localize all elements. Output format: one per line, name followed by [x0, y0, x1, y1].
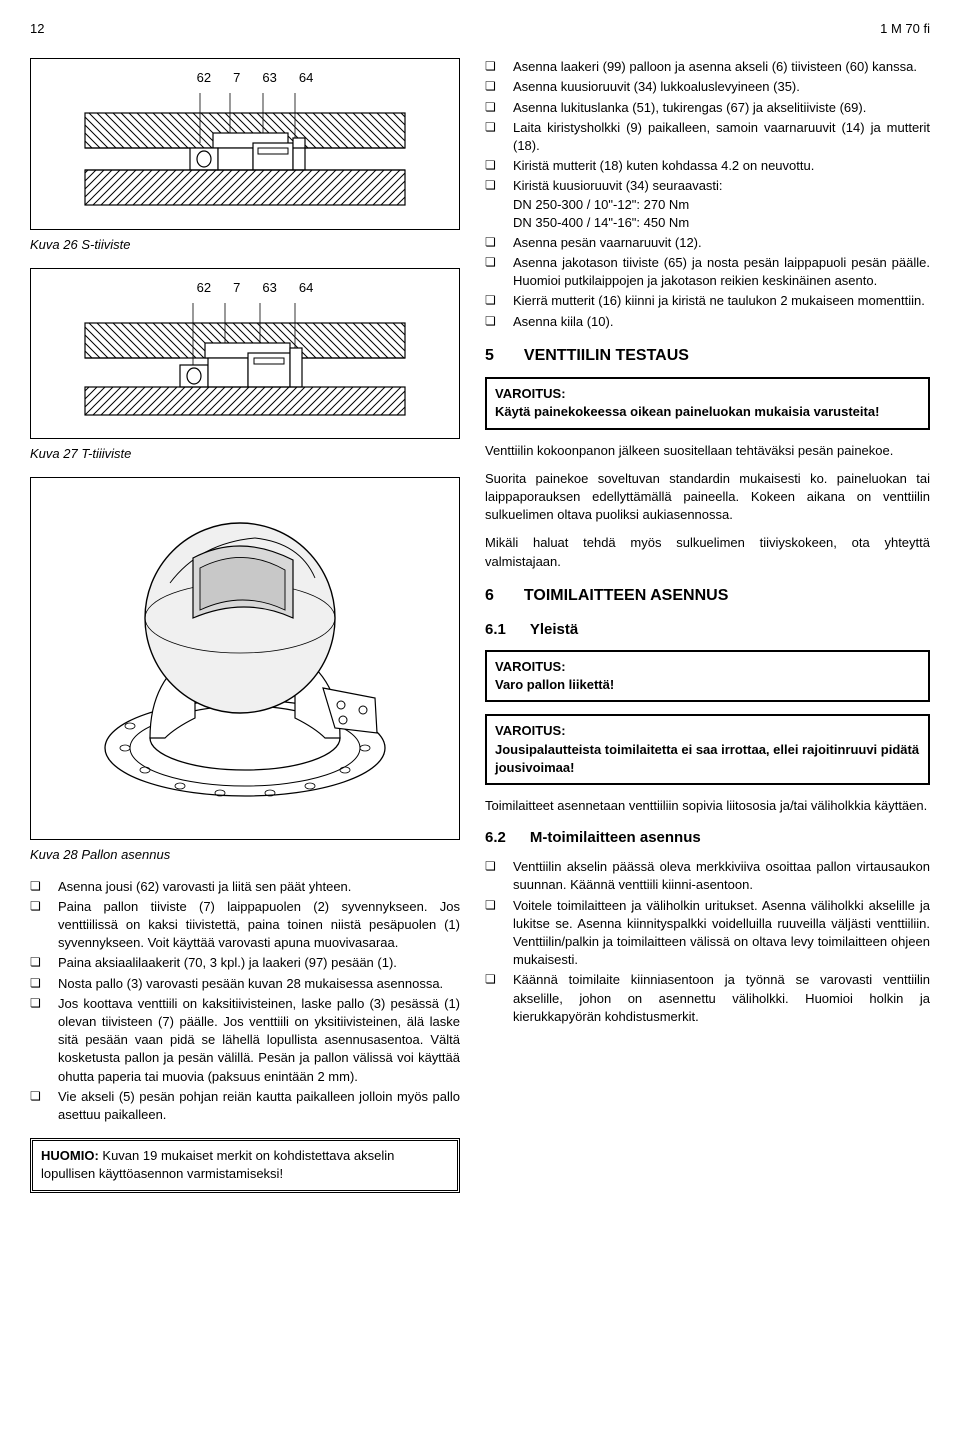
t-seal-drawing	[41, 303, 449, 418]
page-number: 12	[30, 20, 44, 38]
fig27-label: 7	[233, 279, 240, 297]
figure-28-caption: Kuva 28 Pallon asennus	[30, 846, 460, 864]
warning-box-1: VAROITUS: Käytä painekokeessa oikean pai…	[485, 377, 930, 429]
figure-26-box: 62 7 63 64	[30, 58, 460, 229]
s-seal-drawing	[41, 93, 449, 208]
ball-assembly-drawing	[41, 488, 449, 818]
list-item: Käännä toimilaite kiinniasentoon ja työn…	[513, 971, 930, 1026]
right-instruction-list-3: Venttiilin akselin päässä oleva merkkivi…	[485, 858, 930, 1026]
warning-title: VAROITUS:	[495, 658, 920, 676]
list-item: Asenna jousi (62) varovasti ja liitä sen…	[58, 878, 460, 896]
warning-title: VAROITUS:	[495, 722, 920, 740]
section-5-heading: 5 VENTTIILIN TESTAUS	[485, 345, 930, 367]
figure-27-box: 62 7 63 64	[30, 268, 460, 439]
list-item: Kierrä mutterit (16) kiinni ja kiristä n…	[513, 292, 930, 310]
list-item: Asenna pesän vaarnaruuvit (12).	[513, 234, 930, 252]
warning-text: Jousipalautteista toimilaitetta ei saa i…	[495, 742, 919, 775]
list-item: Asenna jakotason tiiviste (65) ja nosta …	[513, 254, 930, 290]
fig27-label: 62	[197, 279, 211, 297]
fig26-label: 7	[233, 69, 240, 87]
list-item: Paina pallon tiiviste (7) laippapuolen (…	[58, 898, 460, 953]
left-instruction-list: Asenna jousi (62) varovasti ja liitä sen…	[30, 878, 460, 1124]
fig27-label: 64	[299, 279, 313, 297]
list-item: Asenna kuusioruuvit (34) lukkoaluslevyin…	[513, 78, 930, 96]
section-6-1-heading: 6.1 Yleistä	[485, 619, 930, 640]
figure-27-caption: Kuva 27 T-tiiiviste	[30, 445, 460, 463]
figure-26-caption: Kuva 26 S-tiiviste	[30, 236, 460, 254]
list-item: Kiristä kuusioruuvit (34) seuraavasti: D…	[513, 177, 930, 232]
warning-title: VAROITUS:	[495, 385, 920, 403]
figure-28-box	[30, 477, 460, 839]
list-item: Venttiilin akselin päässä oleva merkkivi…	[513, 858, 930, 894]
warning-box-2: VAROITUS: Varo pallon liikettä!	[485, 650, 930, 702]
warning-box-3: VAROITUS: Jousipalautteista toimilaitett…	[485, 714, 930, 785]
fig26-label: 63	[262, 69, 276, 87]
warning-text: Varo pallon liikettä!	[495, 677, 614, 692]
list-item: Asenna lukituslanka (51), tukirengas (67…	[513, 99, 930, 117]
list-item: Laita kiristysholkki (9) paikalleen, sam…	[513, 119, 930, 155]
fig26-label: 64	[299, 69, 313, 87]
list-item: Asenna laakeri (99) palloon ja asenna ak…	[513, 58, 930, 76]
section-6-heading: 6 TOIMILAITTEEN ASENNUS	[485, 585, 930, 607]
fig26-label: 62	[197, 69, 211, 87]
list-item: Asenna kiila (10).	[513, 313, 930, 331]
paragraph: Toimilaitteet asennetaan venttiiliin sop…	[485, 797, 930, 815]
paragraph: Venttiilin kokoonpanon jälkeen suositell…	[485, 442, 930, 460]
list-item: Kiristä mutterit (18) kuten kohdassa 4.2…	[513, 157, 930, 175]
fig27-label: 63	[262, 279, 276, 297]
warning-text: Käytä painekokeessa oikean paineluokan m…	[495, 404, 879, 419]
list-item: Voitele toimilaitteen ja väliholkin urit…	[513, 897, 930, 970]
list-item: Nosta pallo (3) varovasti pesään kuvan 2…	[58, 975, 460, 993]
list-item: Vie akseli (5) pesän pohjan reiän kautta…	[58, 1088, 460, 1124]
list-item: Paina aksiaalilaakerit (70, 3 kpl.) ja l…	[58, 954, 460, 972]
paragraph: Suorita painekoe soveltuvan standardin m…	[485, 470, 930, 525]
huomio-box: HUOMIO: Kuvan 19 mukaiset merkit on kohd…	[30, 1138, 460, 1192]
list-item: Jos koottava venttiili on kaksitiivistei…	[58, 995, 460, 1086]
doc-code: 1 M 70 fi	[880, 20, 930, 38]
huomio-title: HUOMIO:	[41, 1148, 99, 1163]
right-instruction-list-1: Asenna laakeri (99) palloon ja asenna ak…	[485, 58, 930, 331]
section-6-2-heading: 6.2 M-toimilaitteen asennus	[485, 827, 930, 848]
paragraph: Mikäli haluat tehdä myös sulkuelimen tii…	[485, 534, 930, 570]
